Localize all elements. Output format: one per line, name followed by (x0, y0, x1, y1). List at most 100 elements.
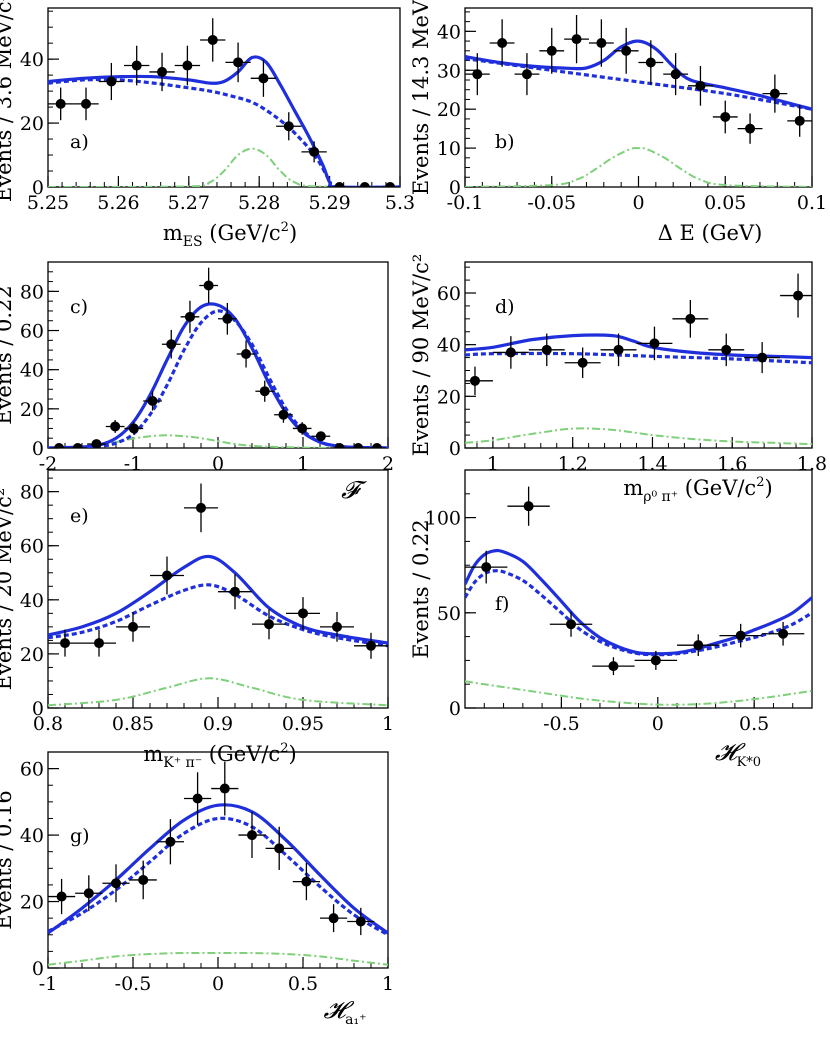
x-tick-label: 0 (632, 192, 644, 214)
x-tick-label: 1.2 (558, 453, 588, 475)
total-fit-curve (48, 302, 388, 448)
data-point (744, 342, 781, 374)
data-point (218, 574, 252, 610)
x-tick-label: -1 (124, 453, 143, 475)
data-point (124, 45, 150, 86)
marker (233, 57, 244, 68)
y-tick-label: 0 (449, 698, 461, 720)
plot-frame (47, 751, 389, 969)
marker (72, 443, 83, 448)
marker (196, 502, 206, 513)
data-point (236, 340, 256, 368)
marker (258, 73, 269, 84)
x-axis-label: 𝓕 (341, 476, 367, 504)
x-tick-label: 1 (297, 453, 309, 475)
marker (54, 443, 65, 448)
data-point (663, 53, 689, 96)
x-tick-label: 1 (382, 713, 394, 735)
y-axis-label: Events / 14.3 MeV (409, 0, 433, 195)
background-curve (465, 351, 812, 365)
fit-curves (48, 302, 388, 448)
marker (203, 280, 214, 291)
total-fit-curve (48, 554, 388, 645)
data-point (377, 182, 400, 187)
marker (297, 423, 308, 434)
total-fit-curve (465, 333, 812, 360)
data-point (634, 650, 678, 670)
marker (131, 60, 142, 71)
marker (219, 783, 230, 794)
x-tick-label: 0.9 (203, 713, 233, 735)
data-points (49, 267, 387, 448)
marker (608, 661, 619, 672)
data-point (592, 657, 635, 676)
marker (505, 347, 516, 358)
plot-frame (47, 261, 389, 449)
x-tick-label: 0 (212, 453, 224, 475)
marker (334, 443, 345, 448)
y-axis-label: Events / 20 MeV/c² (0, 488, 16, 691)
x-tick-label: 0 (212, 973, 224, 995)
marker (695, 80, 706, 91)
y-tick-label: 40 (437, 335, 461, 357)
marker (621, 45, 632, 56)
x-tick-label: 5.3 (385, 192, 415, 214)
marker (274, 843, 285, 854)
marker (56, 891, 67, 902)
marker (720, 111, 731, 122)
marker (571, 34, 582, 45)
marker (541, 344, 552, 355)
data-point (465, 53, 490, 96)
marker (757, 352, 768, 363)
marker (596, 38, 607, 49)
total-fit-curve (465, 39, 812, 111)
x-tick-label: 1 (382, 973, 394, 995)
data-point (636, 326, 673, 361)
marker (385, 182, 396, 187)
data-point (124, 422, 144, 435)
data-point (354, 632, 388, 659)
data-point (708, 333, 745, 367)
marker (259, 386, 270, 397)
plot-frame (47, 469, 389, 709)
signal-curve (48, 434, 388, 448)
fit-curves (465, 548, 812, 706)
marker (309, 146, 320, 157)
data-point (48, 629, 82, 657)
data-point (75, 875, 103, 912)
marker (577, 357, 588, 368)
data-point (367, 443, 387, 448)
data-point (48, 87, 74, 121)
x-tick-label: -1 (39, 973, 58, 995)
x-tick-label: 0.5 (739, 713, 769, 735)
total-fit-curve (48, 803, 388, 935)
y-axis-label: Events / 0.22 (0, 285, 16, 425)
data-points (48, 483, 388, 659)
data-point (102, 864, 130, 903)
marker (793, 290, 804, 301)
marker (721, 344, 732, 355)
marker (769, 88, 780, 99)
y-tick-label: 20 (20, 892, 44, 914)
marker (106, 76, 117, 87)
fit-curves (48, 554, 388, 707)
data-point (352, 182, 378, 187)
marker (497, 38, 508, 49)
data-point (311, 431, 331, 442)
data-points (48, 761, 375, 936)
marker (83, 888, 94, 899)
data-point (238, 812, 266, 859)
y-tick-label: 80 (20, 281, 44, 303)
data-point (82, 629, 116, 657)
x-tick-label: 0.95 (282, 713, 324, 735)
marker (332, 621, 342, 632)
data-point (174, 45, 201, 86)
data-point (252, 609, 286, 640)
marker (222, 313, 233, 324)
signal-curve (465, 680, 812, 706)
data-point (129, 860, 157, 900)
x-axis-label: mρ⁰ π⁺ (GeV/c2) (623, 475, 772, 505)
marker (328, 913, 339, 924)
data-point (274, 406, 293, 423)
panel-label: c) (70, 296, 88, 318)
